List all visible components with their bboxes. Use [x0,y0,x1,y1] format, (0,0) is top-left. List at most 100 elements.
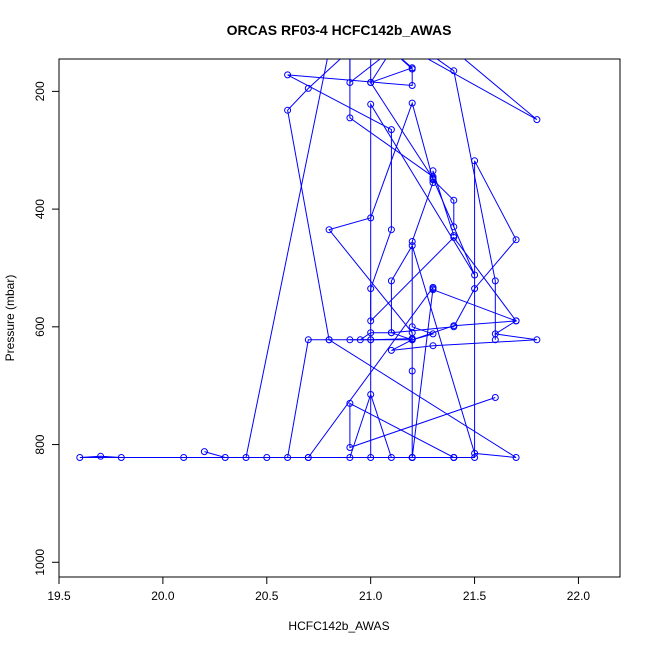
data-point [491,330,499,338]
data-point [429,342,437,350]
data-point [387,277,395,285]
data-point [367,214,375,222]
x-tick-label: 21.0 [359,589,383,603]
data-point [367,285,375,293]
y-tick-label: 800 [33,434,47,454]
data-point [346,79,354,86]
data-point [429,286,437,294]
x-tick-label: 20.5 [255,589,279,603]
data-point [200,448,208,456]
data-point [450,223,458,231]
y-tick-label: 400 [33,199,47,219]
y-axis-label: Pressure (mbar) [3,275,17,362]
data-point [471,454,479,461]
data-point [367,454,375,461]
x-axis-label: HCFC142b_AWAS [288,619,389,633]
data-point [326,47,332,53]
data-point [533,336,541,344]
data-point [346,444,354,451]
axes: 19.5 20.0 20.5 21.0 21.5 22.0 200 400 600 800 1000 [33,58,621,603]
data-point [450,196,458,204]
data-point [263,454,271,461]
data-point [408,367,416,375]
series-line-1 [370,59,538,340]
plot-lines [79,59,538,458]
data-point [387,346,395,354]
series-line-5 [79,59,476,458]
data-point [97,452,105,460]
data-point [429,330,437,338]
x-tick-label: 19.5 [47,589,71,603]
data-point [408,64,416,72]
data-point [388,47,394,53]
data-point [367,100,375,108]
data-point [408,238,416,245]
data-point [346,399,354,407]
data-point [451,47,457,53]
data-point [512,317,520,325]
data-point [491,277,499,285]
data-point [347,47,353,53]
data-point [471,449,479,457]
data-point [471,271,479,279]
data-point [408,99,416,107]
data-point [368,47,374,53]
data-point [356,336,364,344]
data-point [284,106,292,114]
data-point [346,454,354,461]
data-point [408,82,416,89]
data-point [180,454,188,461]
data-point [367,336,375,344]
x-tick-label: 22.0 [567,589,591,603]
y-tick-label: 600 [33,316,47,336]
data-point [387,126,395,134]
data-point [347,47,353,53]
data-point [325,336,333,344]
series-line-3 [287,59,517,458]
data-point [117,454,125,461]
data-point [387,329,395,337]
series-line-4 [245,59,518,458]
y-tick-label: 1000 [33,549,47,576]
data-point [242,454,250,461]
data-point [387,226,395,234]
data-point [471,285,479,293]
data-point [533,116,541,124]
data-point [512,236,520,244]
data-point [367,317,375,325]
data-point [304,454,312,461]
data-point [367,329,375,337]
data-point [471,157,479,165]
data-point [409,47,415,53]
chart-title: ORCAS RF03-4 HCFC142b_AWAS [227,22,452,38]
data-point [450,67,458,75]
data-point [388,47,394,53]
plot-points [76,47,541,461]
data-point [346,114,354,122]
data-point [387,454,395,461]
x-tick-label: 21.5 [463,589,487,603]
data-point [408,336,416,344]
plot-frame [58,58,621,578]
data-point [491,394,499,401]
data-point [388,47,394,53]
data-point [284,454,292,461]
data-point [367,79,375,86]
data-point [76,454,84,461]
data-point [512,454,520,461]
data-point [408,454,416,461]
data-point [431,59,435,60]
data-point [304,336,312,344]
x-tick-label: 20.0 [151,589,175,603]
data-point [221,454,229,461]
data-point [346,336,354,344]
data-point [450,322,458,330]
data-point [325,226,333,234]
data-point [408,242,416,250]
data-point [450,233,458,241]
data-point [304,84,312,92]
data-point [408,323,416,331]
data-point [420,47,426,53]
y-tick-label: 200 [33,81,47,101]
data-point [429,175,437,182]
